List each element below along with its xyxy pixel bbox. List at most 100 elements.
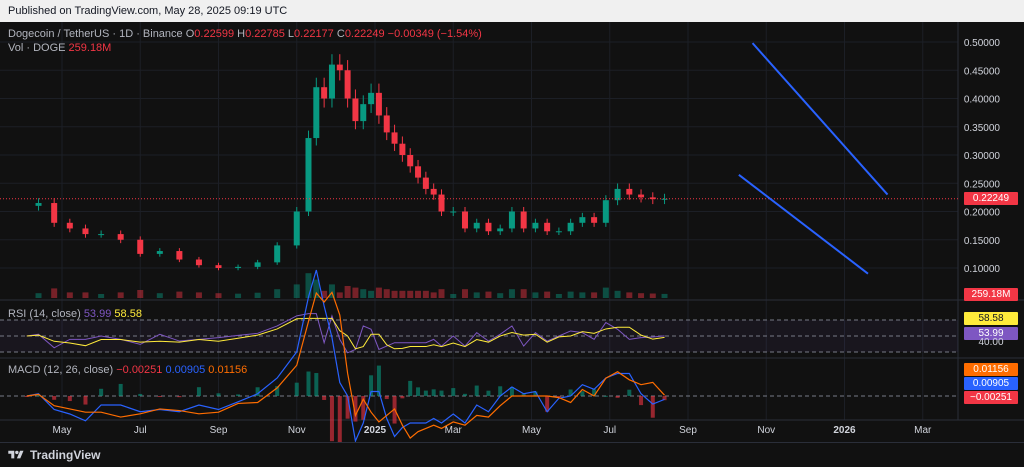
macd-hist-bar: [627, 389, 632, 396]
high-value: 0.22785: [245, 28, 285, 40]
candle-body: [117, 234, 124, 240]
y-tick-label: 0.40000: [964, 95, 1001, 106]
macd-hist-bar: [216, 393, 221, 396]
volume-bar: [82, 292, 89, 298]
macd-hist-bar: [431, 389, 436, 396]
candle-body: [602, 200, 609, 223]
chart-svg[interactable]: 0.50000 0.45000 0.40000 0.35000 0.30000 0.250…: [0, 22, 1024, 442]
candle-body: [661, 198, 668, 200]
candle-body: [430, 188, 437, 195]
candle-body: [544, 222, 551, 232]
volume-bar: [532, 292, 539, 298]
y-tick-label: 0.20000: [964, 208, 1001, 219]
volume-bar: [422, 290, 429, 298]
macd-hist-bar: [157, 396, 162, 397]
candle-body: [638, 194, 645, 198]
x-tick-label: Mar: [914, 425, 932, 436]
close-value: 0.22249: [344, 28, 385, 40]
volume-bar: [614, 290, 621, 298]
macd-line: [26, 269, 665, 442]
low-label: L: [287, 28, 295, 40]
y-tick-label: 0.25000: [964, 179, 1001, 190]
candle-body: [399, 143, 406, 155]
rsi-label[interactable]: RSI (14, close): [8, 308, 81, 320]
x-tick-label: May: [522, 425, 541, 436]
macd-hist-bar: [521, 393, 526, 396]
macd-hist-bar: [67, 396, 72, 402]
macd-hist-bar: [196, 387, 201, 396]
volume-bar: [497, 293, 504, 298]
volume-bar: [195, 292, 202, 298]
candle-body: [461, 211, 468, 229]
macd-hist-bar: [580, 391, 585, 396]
volume-bar: [328, 284, 335, 298]
volume-bar: [461, 289, 468, 298]
macd-hist-bar: [361, 396, 366, 420]
macd-hist-bar: [52, 396, 57, 400]
macd-hist-bar: [451, 388, 456, 396]
rsi-axis-tick: 40.00: [978, 337, 1004, 348]
candle-body: [579, 217, 586, 223]
tradingview-logo-icon: [8, 450, 24, 459]
macd-hist-tag: −0.00251: [964, 391, 1018, 404]
candle-body: [383, 115, 390, 133]
volume-bar: [579, 292, 586, 298]
rsi-tag: 53.99: [964, 327, 1018, 340]
macd-hist-bar: [376, 365, 381, 396]
candle-body: [313, 87, 320, 139]
macd-value: 0.00905: [165, 364, 206, 376]
candle-body: [591, 217, 598, 223]
macd-hist-bar: [236, 394, 241, 396]
main-legend: Dogecoin / TetherUS · 1D · Binance O 0.22…: [8, 28, 482, 40]
candle-body: [344, 70, 351, 99]
candle-body: [352, 98, 359, 122]
volume-bar: [383, 289, 390, 298]
candle-body: [321, 87, 328, 99]
volume-bar: [407, 290, 414, 298]
x-tick-label: 2026: [833, 425, 856, 436]
last-price-tag: 0.22249: [964, 192, 1018, 205]
y-tick-label: 0.15000: [964, 236, 1001, 247]
candle-body: [450, 211, 457, 213]
candle-body: [235, 266, 242, 268]
x-tick-label: May: [53, 425, 72, 436]
candle-body: [254, 262, 261, 267]
candle-body: [422, 177, 429, 189]
candle-body: [473, 222, 480, 229]
volume-bar: [35, 293, 42, 298]
volume-value: 259.18M: [68, 42, 112, 54]
macd-hist-bar: [486, 390, 491, 396]
y-tick-label: 0.50000: [964, 38, 1001, 49]
candle-body: [156, 251, 163, 254]
volume-bar: [360, 289, 367, 298]
open-label: O: [185, 28, 195, 40]
macd-signal-tag: 0.01156: [964, 363, 1018, 376]
macd-hist-bar: [592, 389, 597, 396]
macd-hist-bar: [314, 373, 319, 396]
chart-area[interactable]: 0.50000 0.45000 0.40000 0.35000 0.30000 0.250…: [0, 22, 1024, 442]
symbol-label[interactable]: Dogecoin / TetherUS · 1D · Binance: [8, 28, 183, 40]
volume-bar: [415, 290, 422, 298]
volume-bar: [544, 291, 551, 298]
volume-label[interactable]: Vol · DOGE: [8, 42, 66, 54]
volume-bar: [313, 279, 320, 298]
volume-bar: [137, 290, 144, 298]
candle-body: [567, 222, 574, 232]
candle-body: [438, 194, 445, 212]
channel-lower-line: [738, 173, 869, 275]
x-tick-label: Jul: [134, 425, 147, 436]
macd-label[interactable]: MACD (12, 26, close): [8, 364, 114, 376]
macd-hist-bar: [138, 393, 143, 396]
macd-tag: 0.00905: [964, 377, 1018, 390]
volume-bar: [98, 294, 105, 298]
candle-body: [508, 211, 515, 229]
macd-hist-bar: [337, 396, 342, 442]
x-tick-label: Nov: [757, 425, 775, 436]
volume-bar: [520, 289, 527, 298]
volume-bar: [254, 292, 261, 298]
volume-bar: [305, 273, 312, 298]
volume-bar: [66, 292, 73, 298]
macd-hist-bar: [83, 396, 88, 405]
volume-bar: [176, 291, 183, 298]
volume-bar: [626, 292, 633, 298]
